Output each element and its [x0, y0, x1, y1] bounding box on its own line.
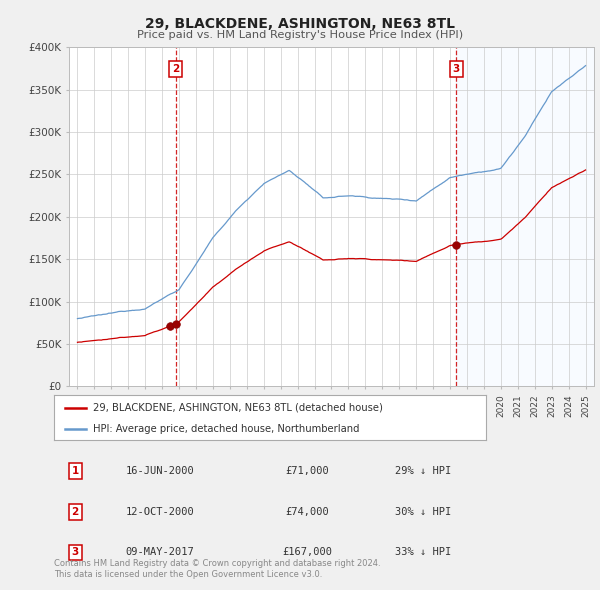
Text: HPI: Average price, detached house, Northumberland: HPI: Average price, detached house, Nort…: [93, 424, 359, 434]
Text: £167,000: £167,000: [283, 548, 332, 558]
Text: 3: 3: [452, 64, 460, 74]
Text: 12-OCT-2000: 12-OCT-2000: [125, 507, 194, 517]
Text: 29, BLACKDENE, ASHINGTON, NE63 8TL (detached house): 29, BLACKDENE, ASHINGTON, NE63 8TL (deta…: [93, 403, 383, 412]
Text: 30% ↓ HPI: 30% ↓ HPI: [395, 507, 452, 517]
Text: £71,000: £71,000: [286, 466, 329, 476]
Text: £74,000: £74,000: [286, 507, 329, 517]
Bar: [456, 47, 594, 386]
Text: Contains HM Land Registry data © Crown copyright and database right 2024.
This d: Contains HM Land Registry data © Crown c…: [54, 559, 380, 579]
Text: 09-MAY-2017: 09-MAY-2017: [125, 548, 194, 558]
Text: 3: 3: [71, 548, 79, 558]
Text: 29% ↓ HPI: 29% ↓ HPI: [395, 466, 452, 476]
Text: 29, BLACKDENE, ASHINGTON, NE63 8TL: 29, BLACKDENE, ASHINGTON, NE63 8TL: [145, 17, 455, 31]
Text: 2: 2: [172, 64, 179, 74]
Text: 2: 2: [71, 507, 79, 517]
Text: Price paid vs. HM Land Registry's House Price Index (HPI): Price paid vs. HM Land Registry's House …: [137, 30, 463, 40]
Text: 33% ↓ HPI: 33% ↓ HPI: [395, 548, 452, 558]
Text: 16-JUN-2000: 16-JUN-2000: [125, 466, 194, 476]
Text: 1: 1: [71, 466, 79, 476]
